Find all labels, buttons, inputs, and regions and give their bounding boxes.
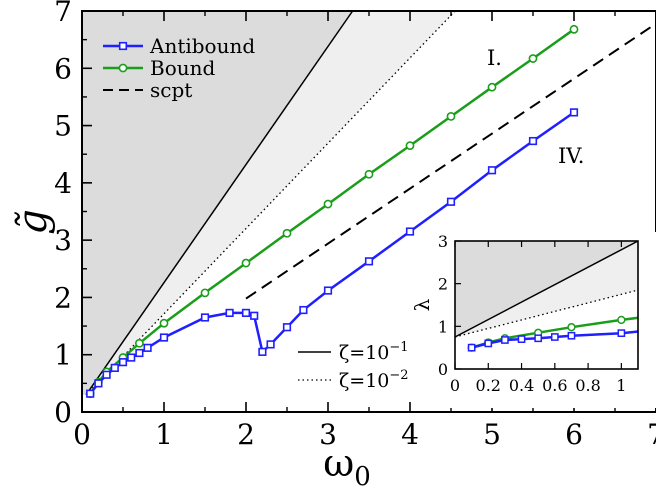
y-tick-label: 4 <box>54 167 72 200</box>
inset-y-tick-label: 3 <box>438 232 448 251</box>
point-antibound <box>569 108 579 117</box>
y-axis-title: g̃ <box>10 209 56 235</box>
point-antibound <box>323 286 333 295</box>
point-bound <box>487 82 497 92</box>
x-tick-label: 2 <box>237 418 255 451</box>
inset-x-tick-label: 0.6 <box>542 376 567 395</box>
point-bound <box>528 54 538 63</box>
point-bound <box>241 258 251 268</box>
inset-x-tick-label: 1 <box>616 376 626 395</box>
inset-frame <box>454 240 639 370</box>
point-bound <box>200 288 210 298</box>
y-tick-label: 6 <box>54 52 72 85</box>
inset-point-antibound <box>517 335 526 343</box>
x-tick-label: 5 <box>483 418 501 451</box>
x-tick-label: 6 <box>565 418 583 451</box>
point-bound <box>569 24 579 34</box>
inset-point-bound <box>567 323 576 332</box>
point-antibound <box>159 333 169 342</box>
inset-point-antibound <box>617 329 626 338</box>
point-antibound <box>487 166 497 175</box>
zeta-legend-label-2: ζ=10−2 <box>339 368 409 392</box>
point-antibound <box>225 308 234 317</box>
inset-y-tick-label: 0 <box>438 360 448 379</box>
point-antibound <box>94 379 103 388</box>
x-tick-label: 0 <box>73 418 91 451</box>
point-antibound <box>200 313 210 322</box>
point-antibound <box>86 389 95 398</box>
x-tick-label: 3 <box>319 418 337 451</box>
y-tick-label: 1 <box>54 339 72 372</box>
boundary-line-zeta-1e-2 <box>85 10 456 396</box>
point-antibound <box>102 370 111 379</box>
annotation-region-I: I. <box>487 46 502 70</box>
point-antibound <box>135 348 144 358</box>
inset-x-tick-label: 0.4 <box>509 376 534 395</box>
legend-marker-bound <box>118 63 128 73</box>
inset-point-bound <box>617 315 626 325</box>
point-antibound <box>118 358 128 367</box>
inset-point-antibound <box>534 334 543 343</box>
legend-label-antibound: Antibound <box>149 34 255 58</box>
inset-x-tick-label: 0.2 <box>476 376 501 395</box>
x-tick-label: 4 <box>401 418 419 451</box>
point-bound <box>405 141 415 151</box>
point-bound <box>134 338 144 348</box>
point-antibound <box>405 227 415 236</box>
point-antibound <box>143 343 152 352</box>
series-line-scpt <box>245 22 656 300</box>
zeta-legend: ζ=10−1 ζ=10−2 <box>298 340 409 392</box>
inset-boundary-line-solid <box>454 240 639 338</box>
inset-x-tick-label: 0 <box>450 376 460 395</box>
point-antibound <box>266 340 275 349</box>
legend-label-bound: Bound <box>150 56 216 80</box>
y-tick-label: 7 <box>54 0 72 28</box>
point-antibound <box>446 197 456 206</box>
y-tick-label: 3 <box>54 224 72 257</box>
inset-chart: 0 0.2 0.4 0.6 0.8 1 0 1 2 3 λ <box>410 232 656 408</box>
point-bound <box>282 228 292 238</box>
inset-point-antibound <box>550 333 559 341</box>
inset-x-tick-label: 0.8 <box>575 376 600 395</box>
point-antibound <box>364 257 374 266</box>
x-tick-label: 7 <box>647 418 656 451</box>
point-bound <box>159 318 169 328</box>
point-bound <box>364 169 374 179</box>
point-antibound <box>127 353 136 362</box>
legend-marker-antibound <box>118 41 128 51</box>
point-antibound <box>241 308 251 317</box>
point-antibound <box>250 311 259 320</box>
y-tick-label: 2 <box>54 281 72 314</box>
y-tick-label: 5 <box>54 110 72 143</box>
annotation-region-IV: IV. <box>558 144 584 168</box>
inset-point-antibound <box>501 336 509 344</box>
x-tick-label: 1 <box>155 418 173 451</box>
x-axis-title: ω0 <box>323 441 371 489</box>
point-antibound <box>110 363 119 372</box>
inset-y-axis-title: λ <box>410 298 434 311</box>
boundary-line-zeta-1e-1 <box>85 10 354 396</box>
inset-y-tick-label: 1 <box>438 317 448 336</box>
point-antibound <box>299 305 308 315</box>
point-antibound <box>282 323 292 332</box>
point-antibound <box>258 347 267 356</box>
legend-label-scpt: scpt <box>150 78 192 102</box>
inset-y-tick-label: 2 <box>438 275 448 294</box>
point-bound <box>323 199 333 209</box>
inset-point-antibound <box>467 343 476 352</box>
zeta-legend-label-1: ζ=10−1 <box>339 340 409 364</box>
point-antibound <box>528 136 538 146</box>
y-tick-label: 0 <box>54 396 72 429</box>
inset-point-antibound <box>484 339 493 348</box>
inset-point-antibound <box>567 331 576 340</box>
shaded-region-dark <box>82 11 353 395</box>
point-bound <box>446 112 456 121</box>
